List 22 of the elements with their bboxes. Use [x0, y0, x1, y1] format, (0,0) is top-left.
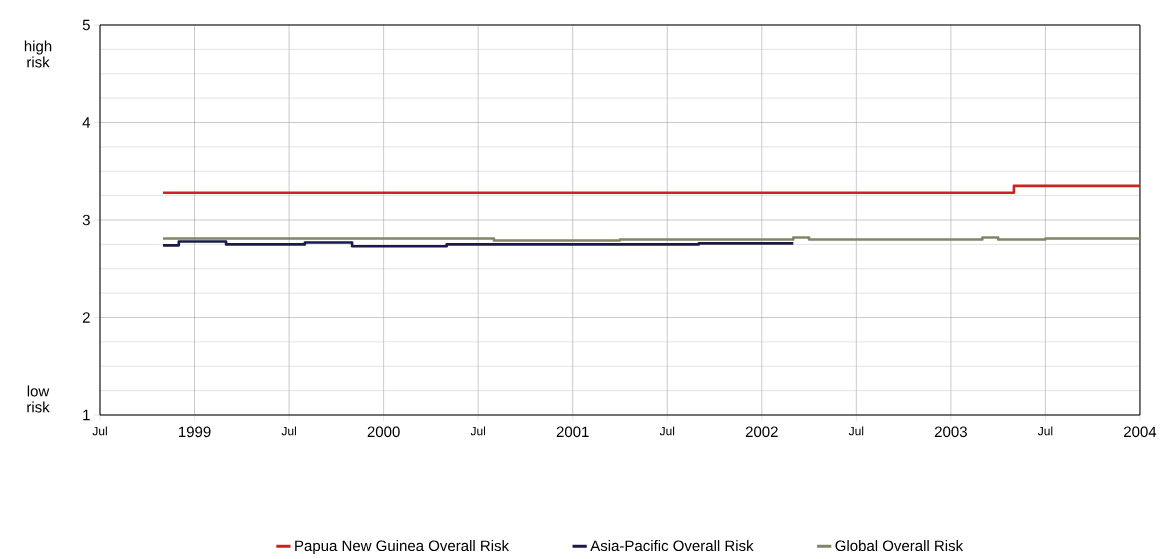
- x-tick-label: Jul: [1037, 426, 1053, 436]
- x-tick-label: 2000: [367, 426, 400, 438]
- x-tick-label: 2004: [1124, 426, 1157, 438]
- x-tick-label: Jul: [659, 426, 675, 436]
- x-tick-label: Jul: [92, 426, 107, 436]
- x-tick-label: 2002: [745, 426, 778, 438]
- x-tick-label: Jul: [470, 426, 486, 436]
- y-tick-label: 1: [83, 409, 90, 421]
- legend-label: Papua New Guinea Overall Risk: [295, 540, 510, 555]
- y-tick-label: 4: [82, 117, 91, 128]
- x-tick-label: Jul: [848, 426, 864, 436]
- y-tick-label: 2: [82, 312, 90, 323]
- text: high risk: [24, 40, 52, 68]
- x-tick-label: 2003: [934, 426, 967, 438]
- text: low risk: [27, 385, 50, 413]
- x-tick-label: 2001: [556, 426, 589, 438]
- legend-label: Asia-Pacific Overall Risk: [590, 540, 754, 552]
- x-tick-label: 1999: [179, 426, 211, 438]
- legend-label: Global Overall Risk: [835, 540, 964, 552]
- y-tick-label: 5: [82, 19, 90, 31]
- x-tick-label: Jul: [281, 426, 296, 436]
- y-tick-label: 3: [82, 214, 90, 226]
